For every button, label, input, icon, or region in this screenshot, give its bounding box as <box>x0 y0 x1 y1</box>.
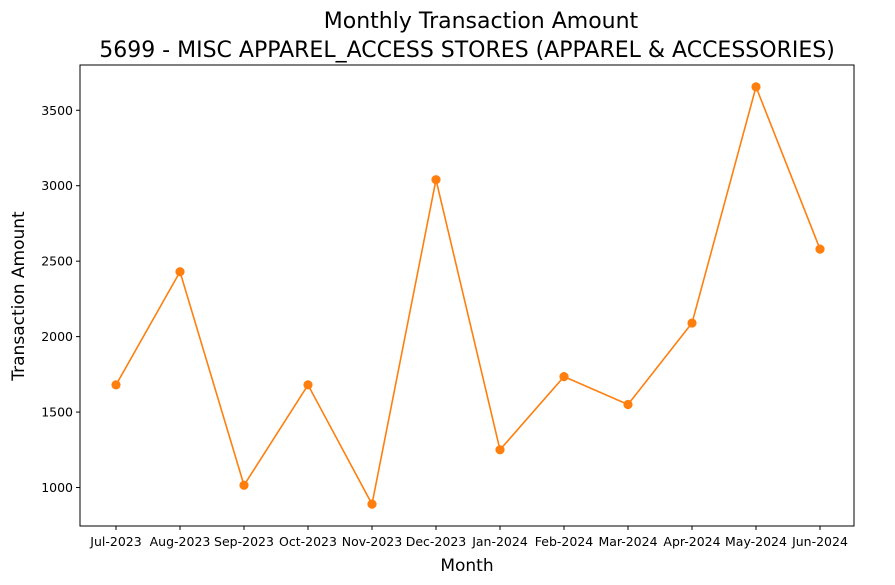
data-point <box>495 445 505 455</box>
x-tick-label: Feb-2024 <box>535 534 594 549</box>
data-point <box>111 380 121 390</box>
x-axis-label: Month <box>440 556 493 576</box>
plot-area <box>79 64 855 527</box>
y-tick-label: 1000 <box>41 480 73 495</box>
y-tick-label: 3000 <box>41 178 73 193</box>
x-axis: Jul-2023 Aug-2023 Sep-2023 Oct-2023 Nov-2023… <box>89 526 848 549</box>
data-point <box>303 380 313 390</box>
chart-subtitle: 5699 - MISC APPAREL_ACCESS STORES (APPAR… <box>99 38 835 63</box>
x-tick-label: Jun-2024 <box>791 534 848 549</box>
x-tick-label: Sep-2023 <box>214 534 274 549</box>
y-tick-label: 2000 <box>41 329 73 344</box>
x-tick-label: Oct-2023 <box>279 534 337 549</box>
data-point <box>751 82 761 92</box>
y-axis: 1000 1500 2000 2500 3000 3500 <box>41 103 80 495</box>
x-tick-label: Mar-2024 <box>598 534 657 549</box>
data-point <box>239 480 249 490</box>
y-axis-label: Transaction Amount <box>9 211 29 382</box>
chart-title: Monthly Transaction Amount <box>324 9 639 34</box>
y-tick-label: 3500 <box>41 103 73 118</box>
data-point <box>623 399 633 410</box>
series-line <box>115 84 821 507</box>
x-tick-label: Nov-2023 <box>342 534 402 549</box>
data-point <box>367 499 377 509</box>
x-tick-label: Jul-2023 <box>89 534 141 549</box>
x-tick-label: Jan-2024 <box>471 534 528 549</box>
x-tick-label: Aug-2023 <box>150 534 211 549</box>
x-tick-label: May-2024 <box>725 534 787 549</box>
data-point <box>175 267 185 277</box>
data-point <box>559 372 569 382</box>
data-point <box>815 244 825 254</box>
x-tick-label: Dec-2023 <box>406 534 467 549</box>
y-tick-label: 2500 <box>41 254 73 269</box>
series-line-group <box>111 82 825 509</box>
data-point <box>431 175 441 185</box>
x-tick-label: Apr-2024 <box>663 534 720 549</box>
data-point <box>687 318 697 328</box>
y-tick-label: 1500 <box>41 405 73 420</box>
